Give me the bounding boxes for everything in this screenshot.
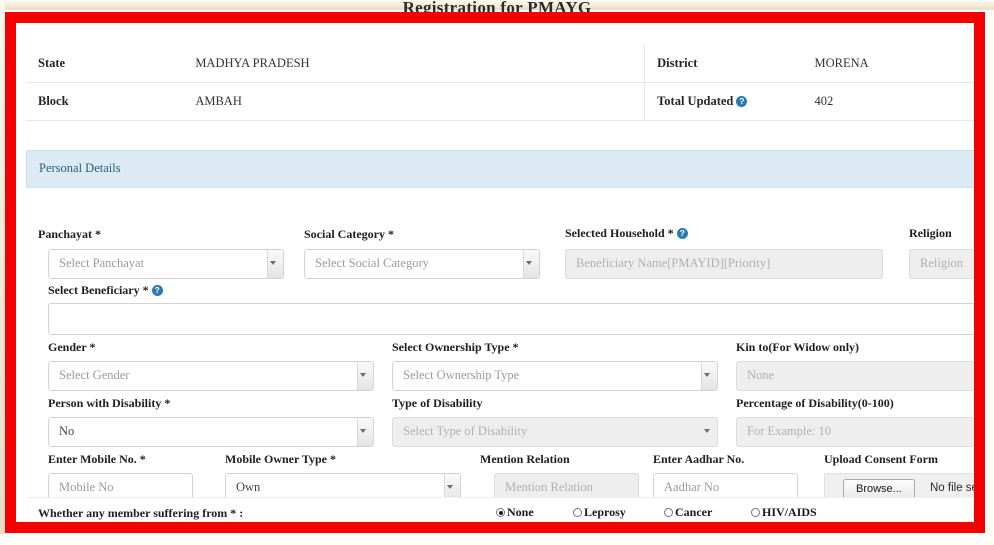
label-religion: Religion bbox=[909, 226, 952, 240]
page-top-stripe bbox=[0, 0, 994, 10]
religion-input[interactable]: Religion bbox=[909, 249, 974, 279]
chevron-down-icon bbox=[267, 250, 283, 278]
page-left-edge bbox=[0, 0, 5, 545]
radio-icon[interactable] bbox=[751, 508, 760, 517]
label-upload-consent-form: Upload Consent Form bbox=[824, 452, 939, 466]
radio-option-cancer[interactable]: Cancer bbox=[664, 505, 712, 520]
info-value-district: MORENA bbox=[802, 45, 974, 83]
info-value-state: MADHYA PRADESH bbox=[183, 45, 645, 83]
red-highlight-frame: State MADHYA PRADESH District MORENA Blo… bbox=[5, 12, 985, 533]
help-icon[interactable]: ? bbox=[676, 228, 688, 239]
label-type-of-disability: Type of Disability bbox=[392, 396, 483, 410]
type-of-disability-select[interactable]: Select Type of Disability bbox=[392, 417, 718, 447]
help-icon[interactable]: ? bbox=[151, 285, 163, 296]
radio-option-none[interactable]: None bbox=[496, 505, 534, 520]
info-label-total-updated-text: Total Updated bbox=[657, 94, 734, 108]
label-mobile-owner-type: Mobile Owner Type * bbox=[225, 452, 336, 466]
label-select-beneficiary-text: Select Beneficiary * bbox=[48, 283, 149, 297]
person-with-disability-value: No bbox=[48, 417, 374, 447]
select-beneficiary-input[interactable] bbox=[48, 303, 974, 335]
info-label-district: District bbox=[644, 45, 803, 83]
chevron-down-icon bbox=[357, 362, 373, 390]
radio-icon[interactable] bbox=[664, 508, 673, 517]
panchayat-select[interactable]: Select Panchayat bbox=[48, 249, 284, 279]
info-label-block: Block bbox=[26, 82, 184, 121]
file-status-text: No file selected. bbox=[930, 482, 985, 494]
kin-to-input[interactable]: None bbox=[736, 361, 974, 391]
chevron-down-icon bbox=[701, 362, 717, 390]
panchayat-select-value: Select Panchayat bbox=[48, 249, 284, 279]
radio-label-hiv-aids: HIV/AIDS bbox=[762, 505, 817, 519]
radio-option-hiv-aids[interactable]: HIV/AIDS bbox=[751, 505, 817, 520]
radio-option-leprosy[interactable]: Leprosy bbox=[573, 505, 626, 520]
label-selected-household-text: Selected Household * bbox=[565, 226, 674, 240]
label-mention-relation: Mention Relation bbox=[480, 452, 570, 466]
label-social-category: Social Category * bbox=[304, 227, 394, 241]
radio-icon[interactable] bbox=[496, 508, 505, 517]
selected-household-input[interactable]: Beneficiary Name[PMAYID][Priority] bbox=[565, 249, 883, 279]
label-select-beneficiary: Select Beneficiary *? bbox=[48, 283, 163, 298]
panel-header-label: Personal Details bbox=[39, 161, 121, 175]
table-row: Block AMBAH Total Updated? 402 bbox=[26, 82, 974, 121]
info-label-state: State bbox=[26, 45, 184, 83]
label-selected-household: Selected Household *? bbox=[565, 226, 688, 241]
label-mobile-no: Enter Mobile No. * bbox=[48, 452, 146, 466]
gender-select[interactable]: Select Gender bbox=[48, 361, 374, 391]
label-gender: Gender * bbox=[48, 340, 96, 354]
chevron-down-icon bbox=[357, 418, 373, 446]
info-value-total-updated: 402 bbox=[802, 82, 974, 121]
table-row: State MADHYA PRADESH District MORENA bbox=[26, 45, 974, 83]
chevron-down-icon bbox=[523, 250, 539, 278]
label-percentage-of-disability: Percentage of Disability(0-100) bbox=[736, 396, 894, 410]
label-panchayat: Panchayat * bbox=[38, 227, 101, 241]
person-with-disability-select[interactable]: No bbox=[48, 417, 374, 447]
label-aadhar-no: Enter Aadhar No. bbox=[653, 452, 745, 466]
chevron-down-icon bbox=[702, 418, 717, 446]
page-bottom-gap bbox=[0, 534, 994, 545]
browse-button[interactable]: Browse... bbox=[843, 479, 915, 499]
help-icon[interactable]: ? bbox=[736, 96, 748, 107]
suffering-from-row: Whether any member suffering from * : No… bbox=[26, 497, 974, 522]
type-of-disability-value: Select Type of Disability bbox=[392, 417, 718, 447]
social-category-select-value: Select Social Category bbox=[304, 249, 540, 279]
radio-label-leprosy: Leprosy bbox=[584, 505, 626, 519]
social-category-select[interactable]: Select Social Category bbox=[304, 249, 540, 279]
suffering-from-question: Whether any member suffering from * : bbox=[38, 506, 244, 520]
info-value-block: AMBAH bbox=[183, 82, 645, 121]
ownership-type-select[interactable]: Select Ownership Type bbox=[392, 361, 718, 391]
percentage-of-disability-input[interactable]: For Example: 10 bbox=[736, 417, 974, 447]
label-person-with-disability: Person with Disability * bbox=[48, 396, 171, 410]
location-info-table: State MADHYA PRADESH District MORENA Blo… bbox=[26, 45, 974, 121]
radio-label-none: None bbox=[507, 505, 534, 519]
personal-details-panel-header: Personal Details bbox=[26, 150, 974, 188]
radio-icon[interactable] bbox=[573, 508, 582, 517]
label-ownership-type: Select Ownership Type * bbox=[392, 340, 519, 354]
ownership-type-select-value: Select Ownership Type bbox=[392, 361, 718, 391]
label-kin-to: Kin to(For Widow only) bbox=[736, 340, 860, 354]
form-viewport: State MADHYA PRADESH District MORENA Blo… bbox=[16, 23, 985, 522]
radio-label-cancer: Cancer bbox=[675, 505, 713, 519]
gender-select-value: Select Gender bbox=[48, 361, 374, 391]
info-label-total-updated: Total Updated? bbox=[644, 82, 803, 121]
